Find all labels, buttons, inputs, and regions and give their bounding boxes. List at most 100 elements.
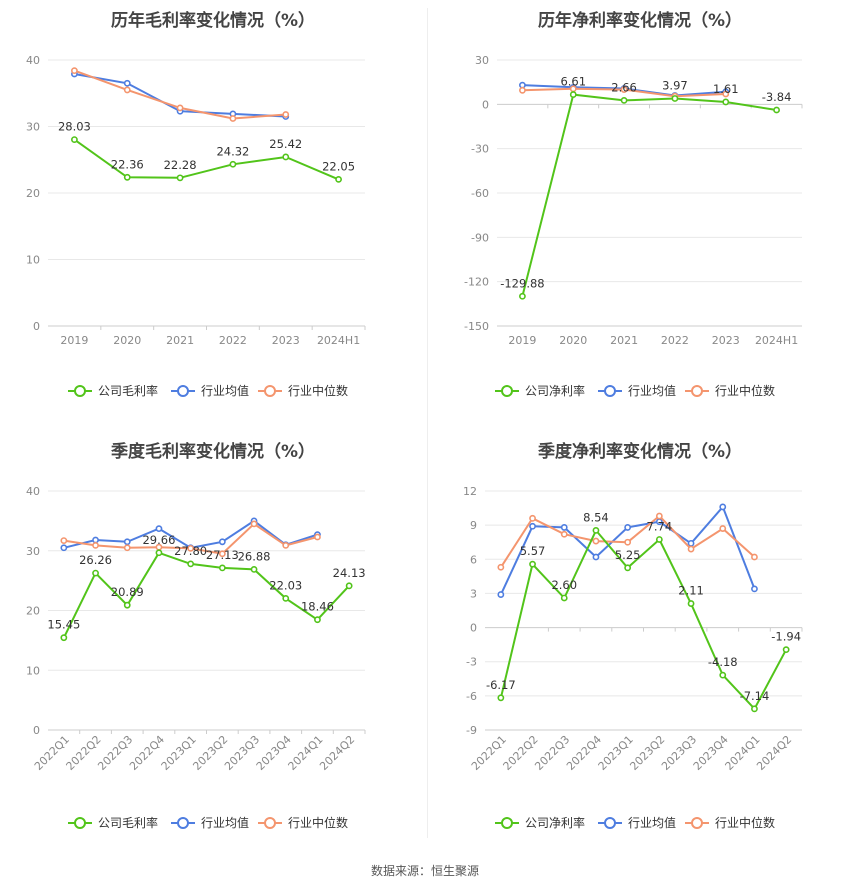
legend-swatch-marker [691, 817, 703, 829]
data-point-avg [687, 539, 695, 547]
legend-item-company[interactable]: 公司毛利率 [68, 383, 158, 398]
data-point-company [282, 153, 290, 161]
data-point-company [773, 106, 780, 114]
data-label: 5.57 [520, 544, 546, 558]
x-tick-label: 2022 [219, 334, 247, 347]
legend-item-company[interactable]: 公司净利率 [495, 815, 585, 830]
legend-item-median[interactable]: 行业中位数 [258, 815, 348, 830]
data-point-avg [529, 522, 536, 530]
data-label: 27.13 [206, 548, 239, 562]
data-point-median [624, 538, 632, 546]
data-point-company [176, 174, 184, 182]
y-tick-label: 30 [475, 54, 489, 67]
x-tick-label: 2024H1 [755, 334, 798, 347]
data-label: 7.74 [647, 519, 673, 533]
legend-item-avg[interactable]: 行业均值 [171, 383, 249, 398]
data-point-company [719, 671, 727, 679]
legend-label: 行业中位数 [715, 815, 775, 830]
data-point-avg [751, 585, 758, 593]
legend-label: 行业均值 [628, 383, 676, 398]
legend-swatch-marker [691, 385, 703, 397]
y-tick-label: 30 [26, 121, 40, 134]
y-tick-label: 40 [26, 485, 40, 498]
data-point-company [71, 136, 78, 144]
legend-item-median[interactable]: 行业中位数 [258, 383, 348, 398]
data-point-median [620, 86, 628, 93]
legend-item-company[interactable]: 公司净利率 [495, 383, 585, 398]
series-line-company [499, 528, 787, 711]
data-point-avg [497, 591, 505, 598]
data-point-median [592, 537, 600, 545]
data-label: 2.66 [611, 80, 637, 94]
y-tick-label: -3 [466, 656, 477, 669]
chart-panel-1: 历年毛利率变化情况（%） 0 10 20 30 40 2019 2020 2021 2022 202… [26, 10, 366, 398]
y-tick-label: 40 [26, 54, 40, 67]
data-label: 2.60 [551, 578, 577, 592]
x-tick-label: 2024H1 [317, 334, 360, 347]
data-point-company [335, 175, 342, 183]
data-label: 29.66 [142, 533, 175, 547]
data-label: 8.54 [583, 510, 609, 524]
legend-item-median[interactable]: 行业中位数 [685, 383, 775, 398]
legend-item-avg[interactable]: 行业均值 [171, 815, 249, 830]
data-point-avg [60, 544, 68, 552]
data-label: -1.94 [771, 630, 801, 644]
legend-swatch-marker [264, 817, 276, 829]
data-point-avg [92, 536, 99, 544]
data-label: 15.45 [47, 618, 80, 632]
data-point-avg [624, 524, 632, 531]
data-point-company [187, 560, 195, 568]
data-label: 1.61 [713, 82, 739, 96]
y-tick-label: 20 [26, 187, 40, 200]
y-tick-label: 0 [482, 98, 489, 111]
legend-item-avg[interactable]: 行业均值 [598, 383, 676, 398]
data-point-median [187, 544, 195, 552]
y-tick-label: 10 [26, 254, 40, 267]
data-point-company [560, 594, 568, 602]
y-tick-label: 12 [463, 485, 477, 498]
y-tick-label: -60 [471, 187, 489, 200]
data-point-company [123, 601, 131, 609]
data-point-median [218, 550, 226, 558]
x-tick-label: 2021 [610, 334, 638, 347]
x-tick-label: 2024Q2 [754, 733, 794, 773]
x-tick-label: 2019 [508, 334, 536, 347]
data-label: 22.05 [322, 159, 355, 173]
data-point-avg [218, 538, 226, 546]
legend-label: 行业均值 [628, 815, 676, 830]
x-tick-label: 2023 [272, 334, 300, 347]
legend-label: 行业均值 [201, 815, 249, 830]
y-tick-label: 9 [470, 519, 477, 532]
x-tick-label: 2020 [113, 334, 141, 347]
data-point-company [123, 173, 131, 181]
legend-item-median[interactable]: 行业中位数 [685, 815, 775, 830]
data-point-median [176, 104, 184, 112]
data-point-avg [123, 79, 131, 87]
data-label: 28.03 [58, 120, 91, 134]
data-label: 18.46 [301, 600, 334, 614]
data-label: 2.11 [678, 584, 704, 598]
legend-item-company[interactable]: 公司毛利率 [68, 815, 158, 830]
data-label: -129.88 [500, 276, 544, 290]
data-point-median [123, 86, 131, 94]
data-point-company [529, 560, 536, 568]
data-point-avg [719, 503, 727, 511]
legend-swatch-marker [74, 817, 86, 829]
data-point-median [229, 115, 237, 122]
data-point-median [123, 544, 131, 552]
legend-item-avg[interactable]: 行业均值 [598, 815, 676, 830]
legend-swatch-marker [177, 817, 189, 829]
data-label: 22.36 [111, 157, 144, 171]
legend-label: 行业中位数 [715, 383, 775, 398]
data-label: 3.97 [662, 78, 688, 92]
legend-swatch-marker [501, 817, 513, 829]
x-tick-label: 2022 [661, 334, 689, 347]
data-label: -4.18 [708, 655, 738, 669]
data-point-company [60, 634, 68, 642]
data-point-company [497, 694, 505, 702]
legend-label: 行业中位数 [288, 383, 348, 398]
data-point-company [592, 526, 600, 534]
y-tick-label: -6 [466, 690, 477, 703]
data-point-company [671, 95, 679, 102]
